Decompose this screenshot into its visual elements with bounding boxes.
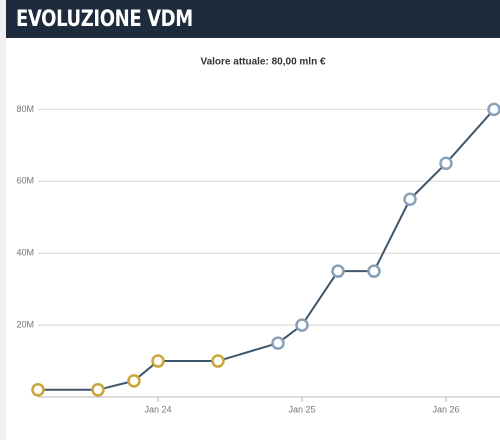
point — [439, 156, 453, 171]
title: EVOLUZIONE VDM — [16, 7, 193, 32]
y-tick-label: 40M — [16, 248, 34, 258]
point — [91, 383, 105, 397]
subtitle: Valore attuale: 80,00 mln € — [200, 57, 325, 68]
y-tick-label: 20M — [16, 319, 34, 329]
line — [38, 108, 495, 391]
point — [295, 318, 309, 332]
point — [211, 354, 225, 368]
point — [127, 374, 141, 388]
point — [367, 264, 381, 278]
point — [331, 264, 345, 278]
x-tick-label: Jan 25 — [288, 404, 315, 414]
y-tick-label: 60M — [16, 176, 34, 186]
x-tick-label: Jan 26 — [432, 404, 459, 414]
point — [31, 383, 45, 397]
y-tick-label: 80M — [16, 104, 34, 114]
header: EVOLUZIONE VDM — [6, 0, 500, 38]
panel: EVOLUZIONE VDM Valore attuale: 80,00 mln… — [6, 0, 500, 440]
point — [487, 102, 500, 117]
chart: Valore attuale: 80,00 mln € 20M 40M 60M 80M… — [16, 57, 500, 414]
point — [271, 336, 285, 350]
x-tick-label: Jan 24 — [144, 404, 171, 414]
point — [403, 192, 417, 207]
point — [151, 354, 165, 368]
